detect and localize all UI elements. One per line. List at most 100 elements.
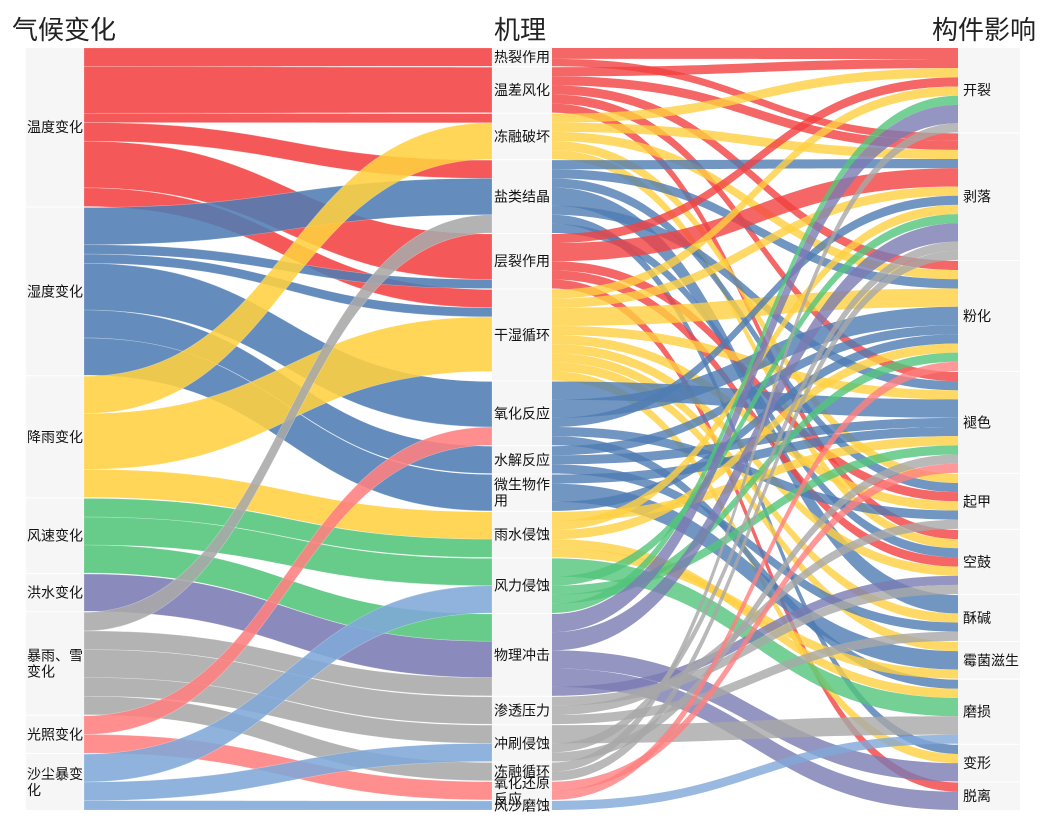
link-right-60 bbox=[552, 519, 958, 716]
right-node-2 bbox=[958, 260, 1020, 371]
right-node-6 bbox=[958, 595, 1020, 641]
middle-node-0 bbox=[492, 48, 552, 67]
link-right-2 bbox=[552, 59, 958, 77]
middle-node-12 bbox=[492, 696, 552, 725]
left-node-1 bbox=[26, 207, 84, 376]
link-left-0 bbox=[83, 47, 493, 67]
middle-node-13 bbox=[492, 725, 552, 762]
link-right-3 bbox=[552, 76, 958, 150]
middle-node-label-9: 雨水侵蚀 bbox=[494, 527, 550, 544]
right-node-10 bbox=[958, 782, 1020, 810]
middle-node-label-16: 风沙磨蚀 bbox=[494, 798, 550, 814]
middle-node-10 bbox=[492, 558, 552, 613]
right-node-label-2: 粉化 bbox=[963, 309, 991, 325]
middle-column-title: 机理 bbox=[494, 16, 547, 46]
link-right-40 bbox=[552, 464, 958, 632]
link-left-24 bbox=[83, 426, 493, 735]
right-node-label-6: 酥碱 bbox=[963, 611, 991, 627]
link-left-26 bbox=[83, 585, 493, 783]
right-node-label-3: 褪色 bbox=[963, 414, 991, 431]
right-node-1 bbox=[958, 133, 1020, 260]
left-node-label-3: 风速变化 bbox=[27, 529, 83, 545]
right-node-label-7: 霉菌滋生 bbox=[963, 653, 1019, 669]
link-right-9 bbox=[552, 131, 958, 280]
link-right-32 bbox=[552, 371, 958, 764]
middle-node-1 bbox=[492, 67, 552, 113]
middle-node-15 bbox=[492, 781, 552, 800]
middle-node-label-14: 冻融循环 bbox=[494, 764, 550, 781]
link-left-12 bbox=[83, 122, 493, 414]
middle-node-label-5: 干湿循环 bbox=[494, 328, 550, 344]
right-node-label-10: 脱离 bbox=[963, 788, 991, 805]
right-node-9 bbox=[958, 744, 1020, 782]
right-node-label-8: 磨损 bbox=[963, 705, 991, 721]
link-right-58 bbox=[552, 575, 958, 696]
right-node-8 bbox=[958, 679, 1020, 744]
link-left-15 bbox=[83, 498, 493, 558]
left-node-0 bbox=[26, 48, 84, 207]
left-column-title: 气候变化 bbox=[12, 16, 117, 46]
middle-node-label-13: 冲刷侵蚀 bbox=[494, 735, 550, 752]
link-right-14 bbox=[552, 178, 958, 493]
link-right-37 bbox=[552, 436, 958, 689]
link-right-4 bbox=[552, 85, 958, 271]
link-right-56 bbox=[552, 650, 958, 782]
left-node-7 bbox=[26, 754, 84, 810]
middle-node-3 bbox=[492, 160, 552, 233]
right-node-label-9: 变形 bbox=[963, 756, 991, 772]
link-right-7 bbox=[552, 68, 958, 123]
right-node-label-5: 空鼓 bbox=[963, 555, 991, 571]
middle-node-14 bbox=[492, 762, 552, 781]
link-left-18 bbox=[83, 573, 493, 678]
link-right-11 bbox=[552, 150, 958, 549]
middle-node-label-0: 热裂作用 bbox=[494, 50, 550, 66]
link-right-69 bbox=[552, 734, 958, 810]
middle-node-9 bbox=[492, 511, 552, 558]
link-right-55 bbox=[552, 223, 958, 651]
right-column-title: 构件影响 bbox=[931, 16, 1036, 46]
right-node-label-0: 开裂 bbox=[963, 83, 991, 99]
link-right-59 bbox=[552, 584, 958, 706]
link-right-52 bbox=[552, 352, 958, 604]
middle-node-11 bbox=[492, 613, 552, 696]
link-left-28 bbox=[83, 800, 493, 811]
middle-node-label-11: 物理冲击 bbox=[494, 648, 550, 664]
link-right-38 bbox=[552, 325, 958, 456]
left-node-label-5: 暴雨、雪变化 bbox=[27, 649, 83, 681]
middle-node-2 bbox=[492, 113, 552, 160]
right-node-7 bbox=[958, 641, 1020, 679]
middle-node-7 bbox=[492, 446, 552, 474]
link-right-53 bbox=[552, 95, 958, 613]
link-right-36 bbox=[552, 427, 958, 520]
link-right-57 bbox=[552, 668, 958, 810]
link-right-67 bbox=[552, 463, 958, 791]
link-right-21 bbox=[552, 261, 958, 502]
link-right-6 bbox=[552, 103, 958, 540]
left-node-5 bbox=[26, 612, 84, 715]
right-node-3 bbox=[958, 371, 1020, 473]
middle-node-label-4: 层裂作用 bbox=[494, 254, 550, 270]
link-right-16 bbox=[552, 205, 958, 391]
middle-node-label-10: 风力侵蚀 bbox=[494, 578, 550, 595]
link-left-19 bbox=[83, 214, 493, 632]
link-right-5 bbox=[552, 94, 958, 382]
link-right-30 bbox=[552, 353, 958, 623]
middle-node-label-1: 温差风化 bbox=[494, 83, 550, 99]
middle-node-16 bbox=[492, 800, 552, 810]
middle-node-label-8: 微生物作用 bbox=[494, 478, 550, 510]
middle-node-8 bbox=[492, 474, 552, 511]
left-node-4 bbox=[26, 573, 84, 612]
link-right-54 bbox=[552, 104, 958, 633]
middle-node-label-2: 冻融破坏 bbox=[494, 128, 550, 145]
right-node-5 bbox=[958, 529, 1020, 595]
link-left-6 bbox=[83, 178, 493, 246]
link-right-63 bbox=[552, 241, 958, 753]
middle-node-4 bbox=[492, 233, 552, 289]
left-node-label-7: 沙尘暴变化 bbox=[27, 767, 83, 799]
link-left-27 bbox=[83, 743, 493, 801]
left-node-3 bbox=[26, 498, 84, 573]
left-node-label-4: 洪水变化 bbox=[27, 586, 83, 602]
link-right-19 bbox=[552, 77, 958, 244]
